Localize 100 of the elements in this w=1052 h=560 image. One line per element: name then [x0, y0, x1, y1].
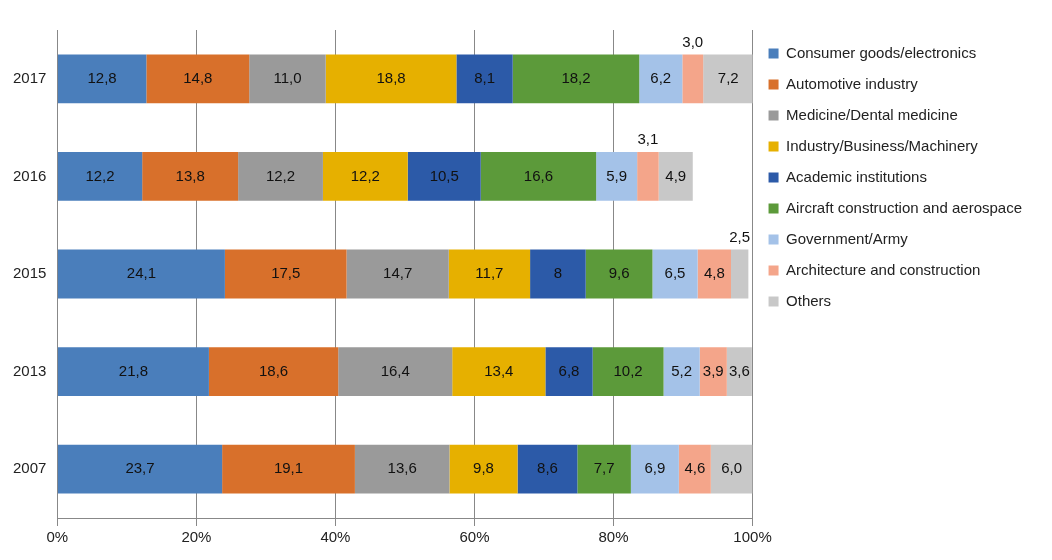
data-label: 17,5: [271, 264, 301, 282]
bar: [585, 249, 653, 299]
bar: [57, 249, 225, 299]
data-label: 9,8: [473, 459, 494, 477]
x-tick-label: 100%: [733, 528, 772, 546]
legend-label: Government/Army: [786, 229, 909, 247]
data-label: 3,1: [637, 130, 659, 148]
legend-label: Industry/Business/Machinery: [786, 136, 979, 154]
bar: [224, 249, 347, 299]
data-label: 5,9: [606, 166, 628, 184]
data-label: 7,7: [593, 459, 615, 477]
data-label: 13,4: [484, 361, 514, 379]
data-label: 3,0: [682, 32, 704, 50]
data-label: 10,5: [429, 166, 459, 184]
bar: [222, 444, 355, 494]
data-label: 4,9: [665, 166, 687, 184]
data-label: 16,6: [523, 166, 554, 184]
data-label: 18,6: [258, 361, 289, 379]
bar: [146, 54, 250, 104]
data-label: 16,4: [380, 361, 410, 379]
bar: [480, 152, 597, 201]
data-label: 11,7: [475, 264, 504, 282]
data-label: 6,9: [644, 459, 666, 477]
bar: [699, 347, 727, 396]
y-tick-label: 2017: [12, 68, 47, 86]
bar: [663, 347, 700, 396]
bar: [639, 54, 683, 104]
y-tick-label: 2015: [12, 264, 47, 282]
legend-label: Aircraft construction and aerospace: [786, 198, 1023, 216]
data-label: 7,2: [717, 68, 739, 86]
bar: [710, 444, 753, 494]
data-label: 6,2: [650, 68, 672, 86]
bar: [407, 152, 481, 201]
data-label: 9,6: [608, 264, 630, 282]
bar: [630, 444, 679, 494]
data-label: 4,6: [684, 459, 706, 477]
bar: [338, 347, 453, 396]
bar: [682, 54, 704, 104]
data-label: 14,7: [383, 264, 413, 282]
data-label: 3,9: [702, 361, 724, 379]
bar: [592, 347, 664, 396]
data-label: 5,2: [671, 361, 693, 379]
bar: [249, 54, 326, 104]
legend-label: Academic institutions: [786, 167, 927, 185]
legend-label: Consumer goods/electronics: [786, 43, 977, 61]
data-label: 23,7: [125, 459, 155, 477]
bar: [577, 444, 631, 494]
bar: [697, 249, 731, 299]
x-tick-label: 0%: [46, 528, 69, 546]
bar: [658, 152, 693, 201]
data-label: 4,8: [703, 264, 725, 282]
bar: [452, 347, 546, 396]
x-tick-label: 80%: [598, 528, 629, 546]
bar: [322, 152, 408, 201]
data-label: 10,2: [613, 361, 643, 379]
bar: [530, 249, 586, 299]
bar: [448, 249, 531, 299]
bar: [57, 152, 143, 201]
bar: [325, 54, 457, 104]
bar: [652, 249, 698, 299]
data-label: 12,8: [87, 68, 117, 86]
bar: [730, 249, 749, 299]
bar: [703, 54, 753, 104]
data-label: 13,6: [387, 459, 417, 477]
bar: [354, 444, 450, 494]
bar: [456, 54, 513, 104]
bar: [449, 444, 518, 494]
bar: [57, 347, 209, 396]
data-label: 8,6: [537, 459, 558, 477]
x-tick-label: 40%: [320, 528, 351, 546]
data-label: 19,1: [273, 459, 304, 477]
data-label: 18,2: [561, 68, 591, 86]
bar: [726, 347, 752, 396]
data-label: 8,1: [474, 68, 495, 86]
bar: [346, 249, 449, 299]
data-label: 21,8: [118, 361, 148, 379]
y-tick-label: 2016: [12, 166, 47, 184]
x-tick-label: 20%: [181, 528, 212, 546]
legend-label: Others: [786, 291, 832, 309]
data-label: 2,5: [729, 227, 751, 245]
bar: [545, 347, 593, 396]
legend-label: Medicine/Dental medicine: [786, 105, 958, 123]
bar: [57, 54, 147, 104]
y-tick-label: 2007: [12, 459, 47, 477]
data-label: 14,8: [183, 68, 213, 86]
data-label: 8: [553, 264, 563, 282]
x-tick-label: 60%: [459, 528, 490, 546]
data-label: 11,0: [273, 68, 302, 86]
bar: [596, 152, 638, 201]
data-label: 24,1: [126, 264, 156, 282]
data-label: 12,2: [85, 166, 115, 184]
data-label: 6,0: [721, 459, 743, 477]
legend-label: Architecture and construction: [786, 260, 981, 278]
data-label: 12,2: [265, 166, 296, 184]
data-label: 18,8: [376, 68, 406, 86]
bar: [678, 444, 711, 494]
legend-label: Automotive industry: [786, 74, 919, 92]
data-label: 12,2: [350, 166, 380, 184]
data-label: 6,5: [664, 264, 686, 282]
bar: [142, 152, 239, 201]
